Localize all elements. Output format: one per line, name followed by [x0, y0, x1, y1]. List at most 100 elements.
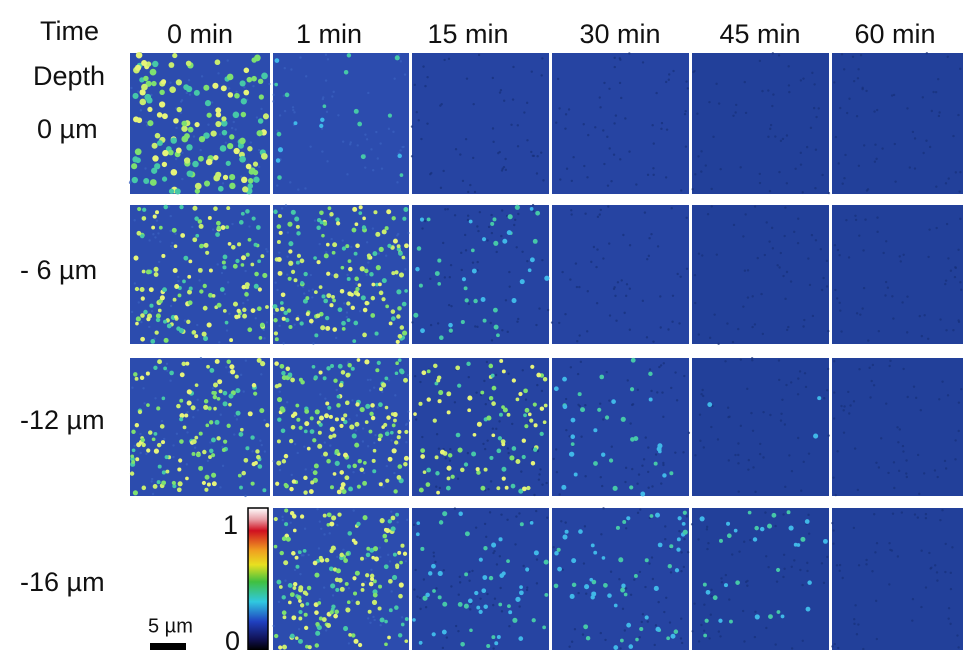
texture-dot: [296, 315, 300, 318]
texture-dot: [540, 389, 544, 393]
particle: [278, 645, 283, 650]
texture-dot: [609, 570, 613, 573]
particle: [139, 375, 145, 380]
particle: [163, 204, 169, 210]
particle: [426, 217, 431, 222]
texture-dot: [371, 227, 375, 230]
particle: [519, 522, 524, 527]
particle: [776, 610, 781, 614]
texture-dot: [927, 255, 930, 259]
texture-dot: [682, 565, 686, 569]
texture-dot: [859, 54, 863, 57]
particle: [504, 485, 509, 490]
texture-dot: [525, 101, 529, 105]
particle: [343, 626, 349, 632]
texture-dot: [576, 340, 579, 343]
texture-dot: [526, 259, 529, 263]
particle: [142, 207, 147, 212]
particle: [192, 160, 199, 168]
texture-dot: [896, 426, 899, 429]
texture-dot: [803, 372, 807, 375]
particle: [241, 470, 246, 476]
particle: [287, 276, 292, 281]
particle: [306, 446, 311, 451]
texture-dot: [504, 157, 507, 161]
particle: [590, 543, 595, 548]
texture-dot: [499, 89, 503, 92]
particle: [389, 430, 394, 435]
texture-dot: [434, 560, 437, 564]
texture-dot: [608, 87, 611, 90]
texture-dot: [802, 460, 805, 464]
particle: [134, 376, 139, 381]
texture-dot: [843, 177, 846, 180]
row-label: 0 µm: [37, 114, 98, 144]
particle: [421, 370, 427, 376]
particle: [384, 642, 388, 647]
texture-dot: [928, 551, 931, 555]
particle: [330, 583, 336, 589]
texture-dot: [905, 472, 908, 475]
particle: [185, 60, 192, 67]
texture-dot: [450, 304, 453, 308]
texture-dot: [578, 405, 581, 408]
particle: [176, 487, 182, 493]
texture-dot: [957, 113, 960, 117]
texture-dot: [793, 559, 796, 562]
particle: [229, 174, 236, 181]
texture-dot: [664, 537, 667, 541]
particle: [397, 429, 402, 434]
texture-dot: [612, 153, 616, 156]
particle: [198, 431, 203, 436]
particle: [334, 417, 339, 422]
particle: [476, 421, 482, 427]
particle: [276, 256, 282, 262]
texture-dot: [348, 417, 351, 421]
texture-dot: [833, 642, 836, 646]
particle: [322, 221, 328, 226]
texture-dot: [771, 52, 775, 55]
particle: [161, 480, 167, 486]
particle: [170, 168, 178, 176]
particle: [256, 357, 262, 363]
particle: [325, 242, 330, 247]
particle: [400, 543, 405, 548]
particle: [135, 157, 141, 164]
particle: [354, 421, 360, 427]
particle: [314, 409, 320, 415]
texture-dot: [751, 359, 754, 362]
particle: [340, 370, 346, 375]
particle: [222, 309, 227, 313]
texture-dot: [743, 80, 746, 84]
particle: [292, 581, 298, 587]
texture-dot: [680, 617, 683, 620]
particle: [397, 464, 403, 469]
texture-dot: [675, 399, 679, 402]
particle: [217, 379, 223, 385]
texture-dot: [747, 458, 750, 462]
texture-dot: [240, 175, 243, 178]
particle: [817, 396, 822, 401]
texture-dot: [622, 233, 625, 237]
texture-dot: [364, 133, 367, 136]
particle: [273, 516, 278, 522]
particle: [493, 324, 499, 330]
particle: [351, 633, 356, 638]
particle: [226, 359, 231, 364]
texture-dot: [206, 459, 210, 463]
particle: [154, 163, 161, 170]
particle: [368, 581, 374, 587]
texture-dot: [255, 116, 259, 119]
texture-dot: [352, 509, 355, 512]
texture-dot: [541, 483, 544, 486]
particle: [630, 437, 635, 442]
texture-dot: [319, 393, 322, 396]
particle: [262, 272, 268, 279]
texture-dot: [568, 435, 571, 438]
texture-dot: [834, 288, 837, 292]
particle: [140, 437, 146, 443]
particle: [501, 369, 506, 374]
texture-dot: [321, 97, 325, 101]
particle: [463, 462, 469, 467]
particle: [318, 415, 324, 421]
